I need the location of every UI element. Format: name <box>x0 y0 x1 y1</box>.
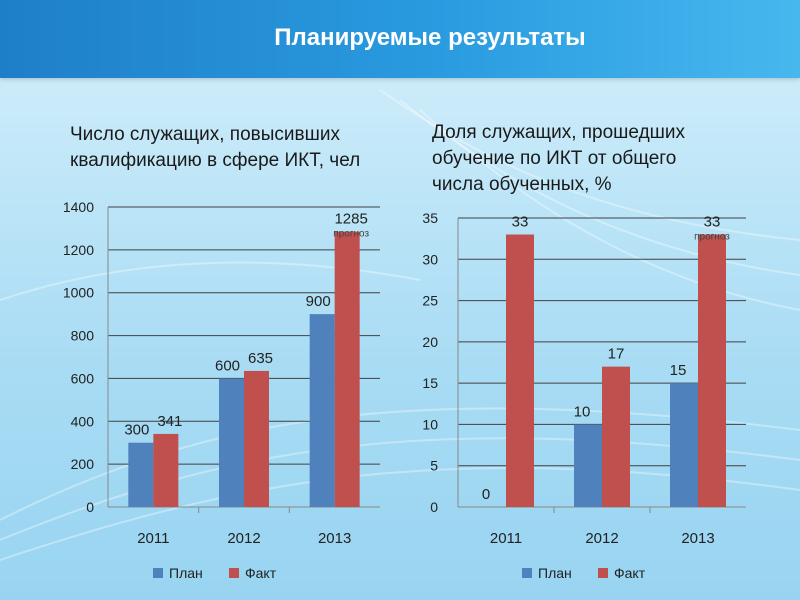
y-tick-label: 5 <box>430 458 438 474</box>
bar-plan-2012 <box>574 424 602 507</box>
legend-swatch <box>153 568 163 578</box>
bar-plan-2013 <box>309 314 335 507</box>
legend-swatch <box>598 568 608 578</box>
data-label: 1285 <box>334 211 367 228</box>
legend-swatch <box>229 568 239 578</box>
chart-title-left: Число служащих, повысивших квалификацию … <box>70 124 361 171</box>
y-tick-label: 800 <box>71 328 95 344</box>
y-tick-label: 400 <box>71 413 95 429</box>
data-label: 0 <box>482 486 490 503</box>
legend-swatch <box>522 568 532 578</box>
data-label: 33 <box>704 214 721 231</box>
data-label: 15 <box>670 362 687 379</box>
legend-label: Факт <box>614 565 646 581</box>
bar-fact-2012 <box>602 366 630 507</box>
bar-fact-2011 <box>153 433 179 507</box>
y-tick-label: 15 <box>422 375 438 391</box>
data-label: 300 <box>124 422 149 439</box>
bar-plan-2011 <box>128 442 154 507</box>
data-label: 10 <box>574 403 591 420</box>
y-tick-label: 35 <box>422 210 438 226</box>
data-label: 33 <box>512 214 529 231</box>
chart-title-right: Доля служащих, прошедших обучение по ИКТ… <box>432 122 686 195</box>
y-tick-label: 1000 <box>63 285 94 301</box>
y-tick-label: 25 <box>422 293 438 309</box>
page-title: Планируемые результаты <box>274 24 586 51</box>
y-tick-label: 1200 <box>63 242 94 258</box>
y-tick-label: 30 <box>422 251 438 267</box>
x-tick-label: 2013 <box>318 530 351 547</box>
bar-plan-2013 <box>670 383 698 507</box>
annotation-label: прогноз <box>333 229 369 240</box>
legend-label: План <box>538 565 572 581</box>
y-tick-label: 10 <box>422 416 438 432</box>
bar-plan-2012 <box>219 378 244 507</box>
x-tick-label: 2013 <box>681 530 714 547</box>
y-tick-label: 200 <box>71 456 95 472</box>
y-tick-label: 600 <box>71 370 95 386</box>
x-tick-label: 2012 <box>585 530 618 547</box>
data-label: 341 <box>157 413 182 430</box>
legend-label: Факт <box>245 565 277 581</box>
data-label: 900 <box>306 293 331 310</box>
bar-fact-2011 <box>506 234 534 507</box>
bar-fact-2013 <box>698 234 726 507</box>
legend-label: План <box>169 565 203 581</box>
x-tick-label: 2012 <box>227 530 260 547</box>
data-label: 635 <box>248 350 273 367</box>
data-label: 600 <box>215 357 240 374</box>
x-tick-label: 2011 <box>490 530 522 547</box>
header-bar: Планируемые результаты <box>0 0 800 78</box>
y-tick-label: 20 <box>422 334 438 350</box>
data-label: 17 <box>608 346 625 363</box>
annotation-label: прогноз <box>694 232 730 243</box>
y-tick-label: 0 <box>430 499 438 515</box>
y-tick-label: 1400 <box>63 199 94 215</box>
y-tick-label: 0 <box>86 499 94 515</box>
bar-fact-2012 <box>244 370 269 507</box>
bar-fact-2013 <box>334 231 360 507</box>
x-tick-label: 2011 <box>137 530 169 547</box>
